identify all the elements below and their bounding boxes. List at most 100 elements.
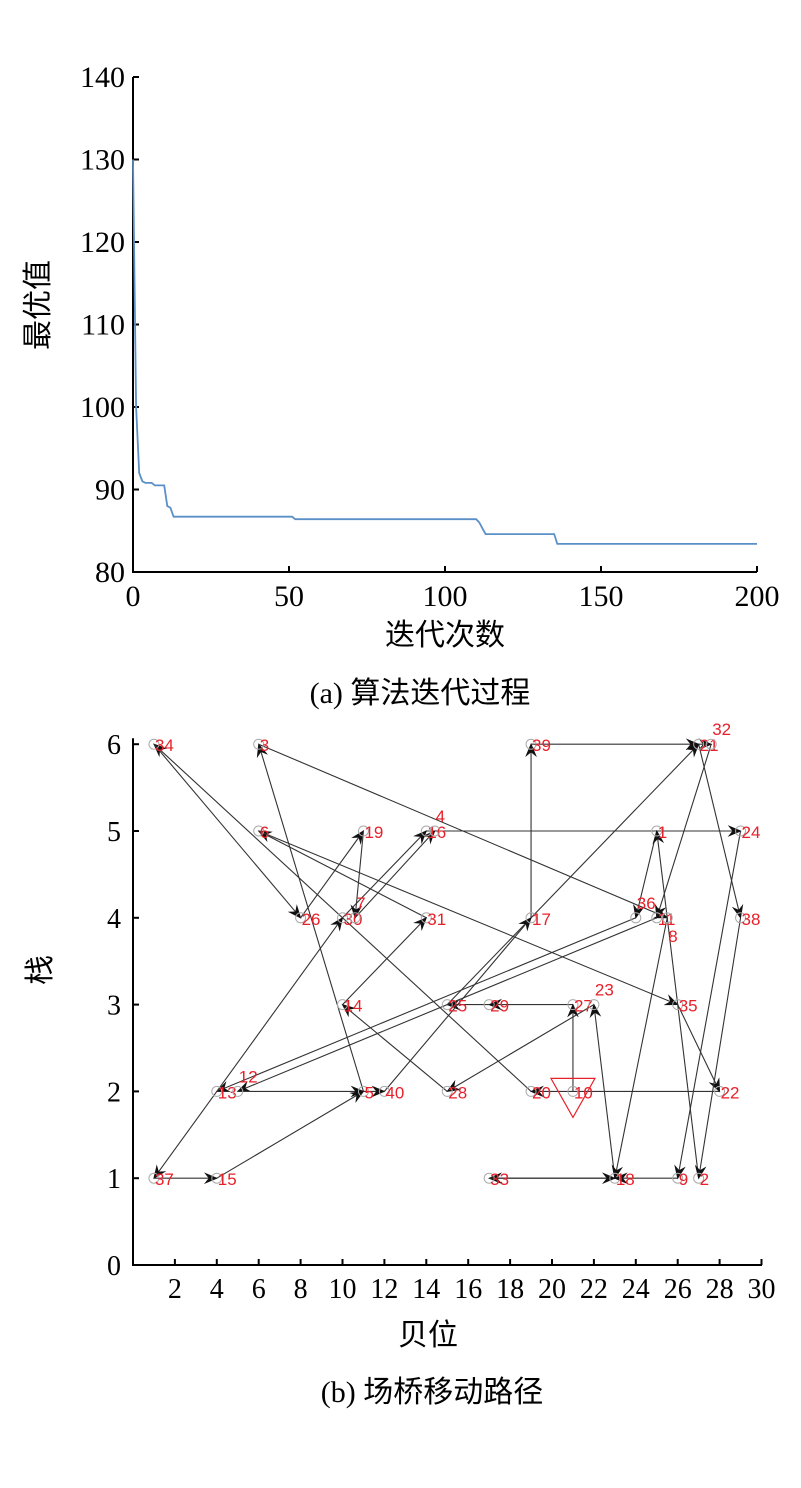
chart-b-ylabel: 栈 — [23, 955, 58, 985]
node-label: 22 — [721, 1083, 740, 1102]
edge-20-34 — [153, 743, 532, 1092]
edge-30-16 — [342, 830, 428, 919]
chart-a-x-ticks: 0 50 100 150 200 — [126, 566, 780, 613]
chart-b-edges — [153, 738, 744, 1185]
node-40 — [378, 1085, 390, 1097]
chart-a-y-ticks: 80 90 100 110 120 130 140 — [80, 61, 139, 589]
y-tick-label: 3 — [107, 991, 121, 1022]
edge-24-9 — [674, 830, 742, 1180]
edge-38-2 — [694, 917, 742, 1180]
node-3 — [253, 738, 265, 750]
y-tick-label: 1 — [107, 1164, 121, 1195]
edge-13-30 — [216, 916, 344, 1092]
y-tick-label: 90 — [95, 474, 125, 507]
y-tick-label: 110 — [81, 309, 125, 342]
y-tick-label: 120 — [80, 226, 125, 259]
chart-b-xlabel: 贝位 — [398, 1318, 458, 1353]
node-label: 2 — [700, 1170, 709, 1189]
node-label: 17 — [532, 910, 551, 929]
node-18 — [609, 1172, 621, 1184]
edge-23-28 — [446, 1004, 595, 1092]
node-2 — [693, 1172, 705, 1184]
node-label: 9 — [679, 1170, 688, 1189]
node-label: 19 — [364, 823, 383, 842]
node-label: 31 — [427, 910, 446, 929]
x-tick-label: 10 — [329, 1274, 357, 1305]
x-tick-label: 28 — [706, 1274, 734, 1305]
node-label: 34 — [155, 736, 174, 755]
node-label: 8 — [668, 927, 677, 946]
node-28 — [441, 1085, 453, 1097]
node-5 — [357, 1085, 369, 1097]
edge-31-6 — [257, 830, 427, 919]
edge-26-19 — [300, 830, 365, 919]
node-35 — [672, 999, 684, 1011]
node-label: 24 — [742, 823, 761, 842]
edge-35-22 — [677, 1004, 721, 1093]
x-tick-label: 6 — [252, 1274, 266, 1305]
x-tick-label: 150 — [579, 580, 624, 613]
node-7 — [349, 912, 361, 924]
chart-a-axes — [132, 77, 757, 573]
node-label: 39 — [532, 736, 551, 755]
node-label: 21 — [700, 736, 719, 755]
x-tick-label: 0 — [126, 580, 141, 613]
x-tick-label: 20 — [538, 1274, 566, 1305]
node-26 — [295, 912, 307, 924]
x-tick-label: 100 — [423, 580, 468, 613]
node-25 — [441, 999, 453, 1011]
node-label: 35 — [679, 997, 698, 1016]
x-tick-label: 18 — [496, 1274, 524, 1305]
edge-13-37 — [153, 1091, 218, 1180]
edge-6-35 — [258, 830, 679, 1006]
node-label: 20 — [532, 1083, 551, 1102]
node-label: 13 — [218, 1083, 237, 1102]
node-label: 32 — [712, 720, 731, 739]
y-tick-label: 6 — [107, 730, 121, 761]
node-label: 26 — [302, 910, 321, 929]
chart-a-iteration: 80 90 100 110 120 130 140 0 50 100 150 200 迭代次数 最优… — [21, 61, 780, 710]
node-label: 30 — [344, 910, 363, 929]
y-tick-label: 5 — [107, 817, 121, 848]
node-label: 14 — [344, 997, 363, 1016]
chart-b-caption: (b) 场桥移动路径 — [321, 1376, 543, 1409]
x-tick-label: 16 — [454, 1274, 482, 1305]
edge-15-5 — [216, 1090, 365, 1179]
node-label: 25 — [448, 997, 467, 1016]
y-tick-label: 4 — [107, 904, 121, 935]
node-29 — [483, 999, 495, 1011]
node-33 — [483, 1172, 495, 1184]
chart-b-x-ticks: 2 4 6 8 10 12 14 16 18 20 22 24 26 28 30 — [168, 1259, 776, 1305]
node-8 — [661, 912, 673, 924]
edge-25-21 — [446, 743, 700, 1005]
chart-a-caption: (a) 算法迭代过程 — [310, 677, 531, 710]
node-15 — [211, 1172, 223, 1184]
node-13 — [211, 1085, 223, 1097]
node-label: 1 — [658, 823, 667, 842]
node-22 — [714, 1085, 726, 1097]
node-label: 36 — [637, 894, 656, 913]
node-label: 33 — [490, 1170, 509, 1189]
node-39 — [525, 738, 537, 750]
node-label: 6 — [260, 823, 269, 842]
edge-34-26 — [153, 743, 302, 919]
y-tick-label: 100 — [80, 391, 125, 424]
node-32 — [705, 738, 717, 750]
edge-40-17 — [383, 916, 532, 1092]
node-14 — [337, 999, 348, 1011]
x-tick-label: 50 — [274, 580, 304, 613]
chart-b-y-ticks: 0 1 2 3 4 5 6 — [107, 730, 139, 1282]
node-38 — [735, 912, 747, 924]
x-tick-label: 2 — [168, 1274, 182, 1305]
edge-14-31 — [342, 916, 428, 1005]
node-17 — [525, 912, 537, 924]
edge-36-13 — [215, 917, 637, 1092]
node-30 — [337, 912, 348, 924]
x-tick-label: 14 — [412, 1274, 440, 1305]
x-tick-label: 200 — [735, 580, 780, 613]
x-tick-label: 4 — [210, 1274, 224, 1305]
node-label: 29 — [490, 997, 509, 1016]
